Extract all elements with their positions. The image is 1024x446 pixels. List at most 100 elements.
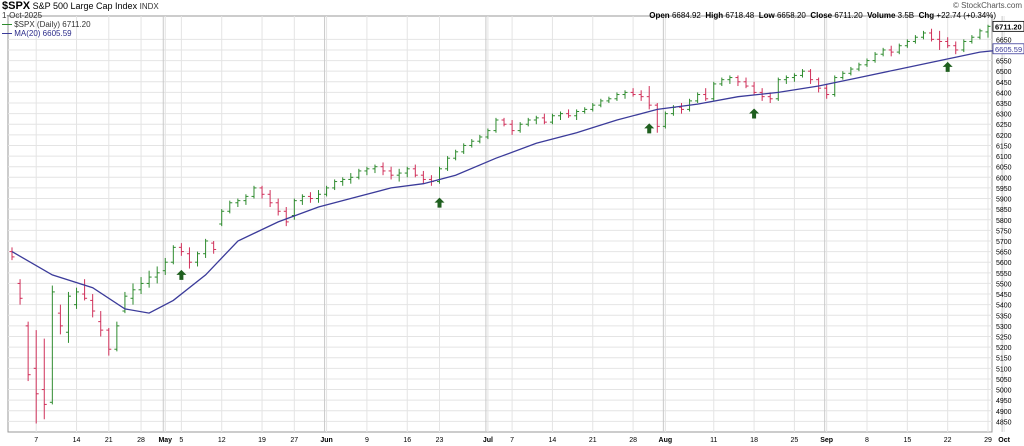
x-tick-label: 22 <box>944 437 952 444</box>
x-tick-label: 21 <box>105 437 113 444</box>
y-tick-label: 6050 <box>996 165 1012 172</box>
exchange: INDX <box>139 2 159 11</box>
ohlc-bar <box>719 77 725 87</box>
y-tick-label: 4950 <box>996 398 1012 405</box>
ohlc-bar <box>364 166 370 176</box>
ma-legend: MA(20) 6605.59 <box>2 29 72 38</box>
x-tick-label: 25 <box>791 437 799 444</box>
ohlc-bar <box>283 207 289 227</box>
ohlc-bar <box>824 83 830 99</box>
chg-value: +22.74 (+0.34%) <box>936 11 996 20</box>
ohlc-bar <box>961 39 967 53</box>
ohlc-bar <box>251 185 257 199</box>
up-arrow-icon <box>749 108 760 119</box>
ohlc-bar <box>872 52 878 63</box>
ohlc-bar <box>638 90 644 101</box>
x-tick-label: 27 <box>290 437 298 444</box>
high-value: 6718.48 <box>725 11 755 20</box>
open-value: 6684.92 <box>671 11 701 20</box>
ohlc-bar <box>864 58 870 67</box>
index-name: S&P 500 Large Cap Index <box>32 1 138 11</box>
ohlc-bar <box>622 90 628 99</box>
y-tick-label: 6350 <box>996 101 1012 108</box>
ohlc-bar <box>404 166 410 178</box>
ohlc-bar <box>856 62 862 72</box>
x-tick-label: 28 <box>629 437 637 444</box>
x-tick-label: 8 <box>865 437 869 444</box>
y-tick-label: 6450 <box>996 80 1012 87</box>
ohlc-bar <box>703 88 709 101</box>
ohlc-bar <box>541 113 547 125</box>
ohlc-bar <box>848 66 854 76</box>
ohlc-bar <box>267 190 273 208</box>
symbol: $SPX <box>2 0 31 12</box>
y-tick-label: 4850 <box>996 419 1012 426</box>
ohlc-bar <box>307 192 313 203</box>
x-tick-label: 21 <box>589 437 597 444</box>
x-tick-label: Oct <box>998 437 1010 444</box>
y-tick-label: 5950 <box>996 186 1012 193</box>
y-tick-label: 6000 <box>996 175 1012 182</box>
ohlc-bar <box>138 277 144 295</box>
y-tick-label: 5500 <box>996 281 1012 288</box>
ohlc-bar <box>453 149 459 161</box>
ohlc-bar <box>469 139 475 148</box>
ohlc-bar <box>791 73 797 82</box>
ohlc-bar <box>33 330 39 424</box>
ohlc-bar <box>396 168 402 182</box>
ohlc-bar <box>929 28 935 42</box>
price-legend: $SPX (Daily) 6711.20 <box>2 20 91 29</box>
x-tick-label: 7 <box>34 437 38 444</box>
x-tick-label: 5 <box>179 437 183 444</box>
ohlc-bar <box>340 177 346 186</box>
ohlc-bar <box>356 168 362 180</box>
ohlc-bar <box>65 291 71 343</box>
ohlc-bar <box>235 198 241 208</box>
chart-date: 1-Oct-2025 <box>2 11 43 20</box>
quote-bar: Open 6684.92 High 6718.48 Low 6658.20 Cl… <box>649 11 996 20</box>
ma-legend-text: MA(20) 6605.59 <box>14 29 72 38</box>
y-tick-label: 5050 <box>996 377 1012 384</box>
plot-frame <box>7 15 993 433</box>
ohlc-bar <box>437 166 443 184</box>
price-legend-text: $SPX (Daily) 6711.20 <box>14 20 91 29</box>
ohlc-bar <box>945 37 951 48</box>
ohlc-bar <box>412 164 418 178</box>
signal-arrows <box>176 61 953 280</box>
ohlc-bar <box>243 194 249 205</box>
y-tick-label: 6500 <box>996 69 1012 76</box>
high-label: High <box>705 11 724 20</box>
ohlc-bar <box>106 328 112 356</box>
ohlc-bar <box>9 247 15 261</box>
y-axis-ticks: 4850 4900 4950 5000 5050 5100 5150 5200 5250 5300… <box>996 37 1012 426</box>
ohlc-bar <box>324 185 330 197</box>
x-tick-label: 15 <box>903 437 911 444</box>
ohlc-bar <box>767 92 773 104</box>
x-axis-labels: 7 14 21 28 May 5 12 19 27 Jun 9 16 23 Jul 7 14 21 28 Aug 11… <box>34 437 1010 444</box>
ohlc-bar <box>662 111 668 129</box>
y-tick-label: 5000 <box>996 388 1012 395</box>
ohlc-bar <box>477 134 483 144</box>
ohlc-bar <box>90 294 96 318</box>
ohlc-bar <box>154 266 160 284</box>
up-arrow-icon <box>644 123 655 134</box>
volume-value: 3.5B <box>897 11 915 20</box>
ohlc-bar <box>904 39 910 48</box>
ohlc-bar <box>461 143 467 154</box>
ohlc-bar <box>566 109 572 118</box>
ohlc-bar <box>799 69 805 78</box>
ohlc-bar <box>525 117 531 127</box>
x-tick-label: Jun <box>320 437 332 444</box>
ohlc-bar <box>114 321 120 352</box>
price-label: 6711.20 <box>995 22 1022 31</box>
y-tick-label: 6300 <box>996 112 1012 119</box>
price-legend-swatch <box>2 24 12 26</box>
x-tick-label: 12 <box>218 437 226 444</box>
ohlc-bar <box>372 164 378 174</box>
ohlc-bar <box>557 111 563 120</box>
ohlc-bar <box>816 77 822 93</box>
y-tick-label: 6650 <box>996 37 1012 44</box>
ohlc-bar <box>316 190 322 203</box>
ohlc-bar <box>186 247 192 269</box>
ohlc-bar <box>517 122 523 133</box>
